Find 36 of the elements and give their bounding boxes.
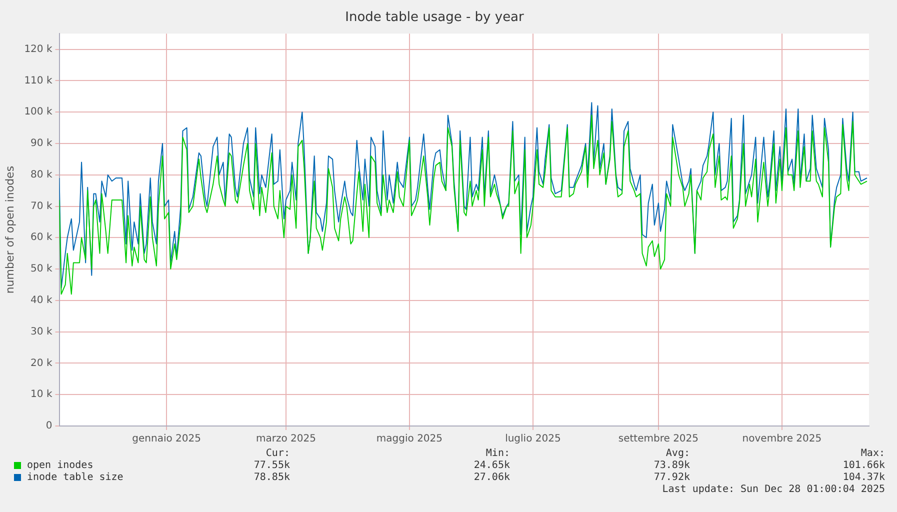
y-tick-label: 70 k [30,200,52,212]
y-tick-label: 30 k [30,326,52,338]
text: 77.92k [652,472,690,483]
legend-label: open inodes [27,460,94,471]
y-axis-title: number of open inodes [3,166,16,294]
text: Avg: [664,448,690,459]
y-tick-label: 0 [46,420,52,432]
text: Cur: [264,448,290,459]
x-tick-label: marzo 2025 [256,434,316,445]
text: 27.06k [472,472,510,483]
y-tick-label: 100 k [24,106,52,118]
text: 104.37k [842,472,885,483]
y-tick-label: 50 k [30,264,52,275]
y-tick-label: 120 k [24,44,52,55]
text: Last update: Sun Dec 28 01:00:04 2025 [662,484,885,495]
y-tick-label: 110 k [24,75,52,86]
y-tick-label: 60 k [30,232,52,244]
y-tick-label: 20 k [30,358,52,369]
y-tick-label: 90 k [30,138,52,150]
text: 24.65k [472,460,510,471]
x-tick-label: settembre 2025 [618,434,699,445]
text: 77.55k [252,460,290,471]
text: 101.66k [842,460,885,471]
x-tick-label: novembre 2025 [742,434,822,445]
text: Min: [484,448,510,459]
x-tick-label: gennaio 2025 [132,434,201,445]
text: 78.85k [252,472,290,483]
text: Max: [860,448,885,459]
y-tick-label: 40 k [30,295,52,306]
x-tick-label: luglio 2025 [505,434,561,445]
y-tick-label: 80 k [30,169,52,180]
legend-label: inode table size [27,472,124,483]
text: 73.89k [652,460,690,471]
y-tick-label: 10 k [30,389,52,400]
x-tick-label: maggio 2025 [376,434,443,445]
chart-title: Inode table usage - by year [345,10,525,26]
